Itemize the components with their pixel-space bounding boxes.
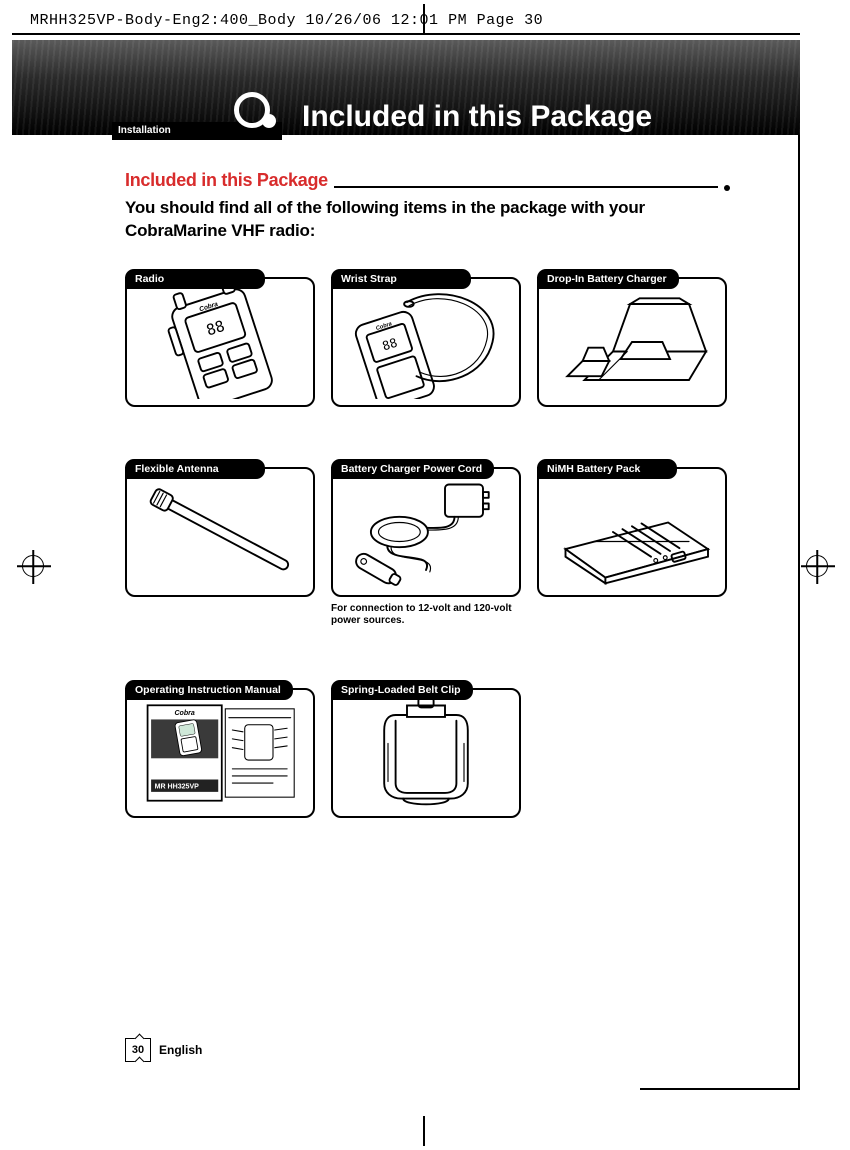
page-footer: 30 English [125,1038,202,1062]
registration-mark-left [22,555,44,577]
page: MRHH325VP-Body-Eng2:400_Body 10/26/06 12… [0,0,850,1150]
item-belt-clip: Spring-Loaded Belt Clip [331,688,521,818]
item-caption: For connection to 12-volt and 120-volt p… [331,603,521,628]
item-label: Battery Charger Power Cord [331,459,494,479]
items-grid: Radio Cobra 88 [125,277,730,818]
item-label: Operating Instruction Manual [125,680,293,700]
banner-ring-icon [234,92,274,132]
item-radio: Radio Cobra 88 [125,277,315,407]
item-illustration [125,467,315,597]
section-intro: You should find all of the following ite… [125,197,730,243]
manual-icon: Cobra MR HH325VP [135,700,305,806]
wrist-strap-icon: Cobra 88 [339,285,513,399]
charger-cradle-icon [545,285,719,399]
bottom-crop-ledge [640,1088,800,1090]
item-nimh-pack: NiMH Battery Pack [537,467,727,628]
crop-mark-bottom [410,1105,440,1150]
section-title-row: Included in this Package [125,170,730,191]
item-manual: Operating Instruction Manual Cobra MR HH… [125,688,315,818]
item-label: Radio [125,269,265,289]
item-label: Flexible Antenna [125,459,265,479]
chapter-banner: Installation Included in this Package [12,40,800,135]
item-label: Spring-Loaded Belt Clip [331,680,473,700]
item-illustration [331,467,521,597]
item-drop-in-charger: Drop-In Battery Charger [537,277,727,407]
item-illustration [537,467,727,597]
radio-icon: Cobra 88 [133,285,307,399]
content-area: Included in this Package You should find… [125,170,730,818]
antenna-icon [133,475,307,589]
item-wrist-strap: Wrist Strap Cobra 88 [331,277,521,407]
banner-title: Included in this Package [302,100,652,134]
section-title: Included in this Package [125,170,328,191]
footer-language: English [159,1043,202,1057]
item-illustration: Cobra 88 [331,277,521,407]
item-flexible-antenna: Flexible Antenna [125,467,315,628]
manual-model: MR HH325VP [155,783,200,790]
item-label: NiMH Battery Pack [537,459,677,479]
belt-clip-icon [339,696,513,810]
top-crop-border [12,33,800,35]
title-rule [334,186,718,188]
item-illustration: Cobra 88 [125,277,315,407]
print-header: MRHH325VP-Body-Eng2:400_Body 10/26/06 12… [30,12,543,29]
power-cord-icon [339,475,513,589]
item-illustration [331,688,521,818]
manual-brand: Cobra [174,710,194,717]
title-dot-icon [724,185,730,191]
item-label: Drop-In Battery Charger [537,269,679,289]
item-illustration [537,277,727,407]
crop-mark-top [410,0,440,45]
battery-pack-icon [545,475,719,589]
item-illustration: Cobra MR HH325VP [125,688,315,818]
right-crop-border [798,135,800,1090]
page-number-badge: 30 [125,1038,151,1062]
item-label: Wrist Strap [331,269,471,289]
item-charger-cord: Battery Charger Power Cord [331,467,521,628]
registration-mark-right [806,555,828,577]
